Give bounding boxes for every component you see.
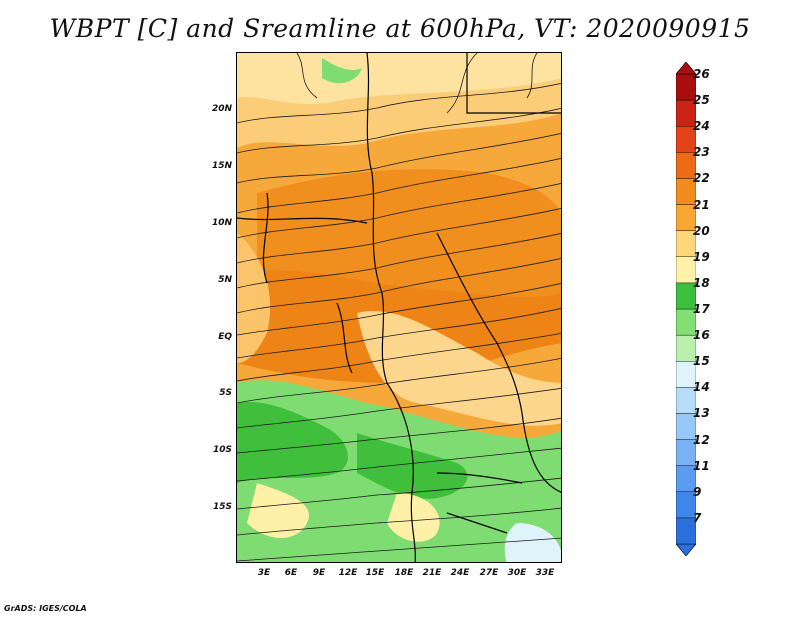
colorbar-label: 19: [693, 249, 710, 264]
colorbar-label: 17: [693, 302, 710, 316]
colorbar-label: 13: [693, 406, 710, 421]
colorbar-arrow-low: [676, 543, 696, 556]
colorbar-label: 18: [693, 275, 710, 290]
colorbar-label: 16: [693, 328, 710, 343]
colorbar-label: 26: [693, 67, 710, 81]
field-north-lighter: [237, 53, 561, 104]
lon-label-33e: 33E: [535, 568, 555, 578]
wbpt-streamline-map: [237, 53, 561, 562]
colorbar-label: 23: [693, 145, 710, 160]
lon-label-30e: 30E: [507, 568, 527, 578]
lat-label-10s: 10S: [212, 445, 232, 455]
lat-label-5s: 5S: [219, 388, 232, 398]
colorbar-label: 7: [693, 510, 702, 525]
lon-label-12e: 12E: [338, 568, 358, 578]
colorbar-label: 12: [693, 432, 710, 447]
map-title: WBPT [C] and Sreamline at 600hPa, VT: 20…: [49, 14, 751, 43]
lon-label-21e: 21E: [422, 568, 442, 578]
field-yellow-patch-1: [247, 483, 309, 538]
lat-label-15n: 15N: [211, 161, 232, 171]
colorbar-label: 22: [693, 171, 710, 186]
lat-label-5n: 5N: [218, 275, 232, 285]
colorbar-label: 20: [693, 223, 710, 238]
lon-label-3e: 3E: [257, 568, 271, 578]
lat-label-eq: EQ: [218, 332, 232, 342]
colorbar-arrow-high: [676, 62, 696, 75]
lon-label-15e: 15E: [365, 568, 385, 578]
colorbar-label: 21: [693, 197, 710, 212]
colorbar-label: 11: [693, 458, 710, 473]
colorbar-label: 14: [693, 380, 710, 395]
field-green-patch: [357, 433, 468, 499]
lat-label-10n: 10N: [211, 218, 232, 228]
field-green-north: [322, 58, 362, 84]
lon-label-9e: 9E: [312, 568, 326, 578]
lon-label-27e: 27E: [479, 568, 499, 578]
field-west-light: [237, 233, 271, 363]
colorbar-label: 15: [693, 354, 710, 369]
field-south-dark-green: [237, 402, 348, 483]
colorbar-label: 24: [693, 119, 710, 134]
footer-credit: GrADS: IGES/COLA: [4, 604, 87, 613]
field-light-blue-patch: [504, 523, 561, 562]
lat-label-20n: 20N: [211, 104, 232, 114]
field-light-band: [357, 311, 561, 426]
lon-label-24e: 24E: [450, 568, 470, 578]
lon-label-18e: 18E: [394, 568, 414, 578]
lon-label-6e: 6E: [284, 568, 298, 578]
field-yellow-patch-2: [387, 493, 440, 542]
streamlines: [237, 53, 561, 562]
map-panel: [236, 52, 562, 563]
lat-label-15s: 15S: [212, 502, 232, 512]
colorbar-label: 9: [693, 484, 702, 499]
country-borders: [237, 53, 561, 562]
colorbar: [676, 62, 696, 556]
colorbar-label: 25: [693, 93, 710, 108]
